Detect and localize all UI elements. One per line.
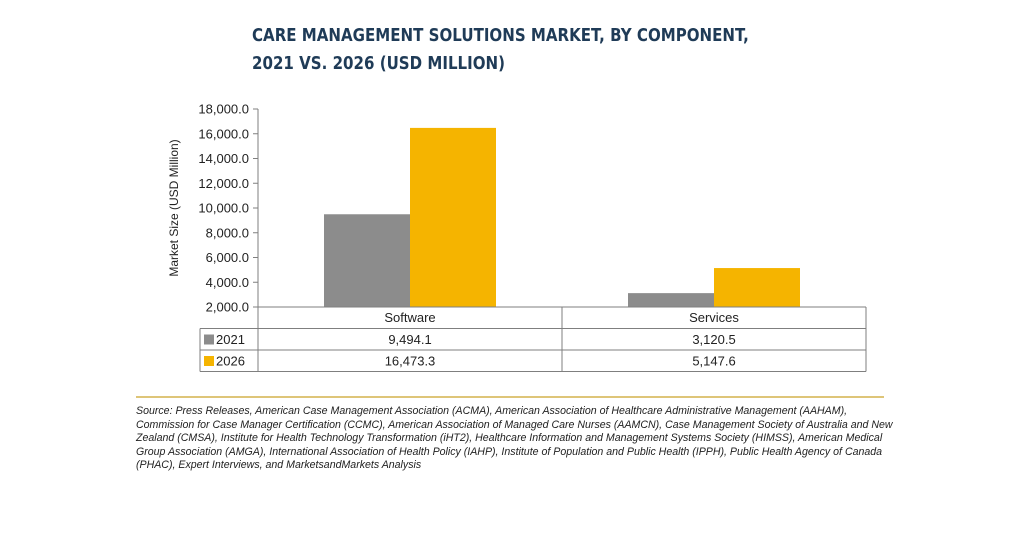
category-label: Software xyxy=(384,310,435,325)
bar-services-2026 xyxy=(714,268,800,307)
bar-services-2021 xyxy=(628,293,714,307)
y-tick-label: 12,000.0 xyxy=(198,176,249,191)
bar-chart: 2,000.0 4,000.0 6,000.0 8,000.0 10,000.0 12,0… xyxy=(136,102,884,398)
y-tick-label: 4,000.0 xyxy=(206,275,249,290)
y-tick-label: 16,000.0 xyxy=(198,126,249,141)
y-tick-label: 2,000.0 xyxy=(206,300,249,315)
data-label: 5,147.6 xyxy=(692,354,735,369)
bar-software-2021 xyxy=(324,214,410,307)
y-axis-label: Market Size (USD Million) xyxy=(167,139,181,276)
data-label: 9,494.1 xyxy=(388,332,431,347)
y-tick-label: 8,000.0 xyxy=(206,225,249,240)
category-label: Services xyxy=(689,310,739,325)
chart-title-line-2: 2021 VS. 2026 (USD MILLION) xyxy=(252,54,506,74)
y-tick-label: 14,000.0 xyxy=(198,151,249,166)
data-label: 16,473.3 xyxy=(385,354,436,369)
y-tick-label: 18,000.0 xyxy=(198,102,249,117)
legend-swatch-2026 xyxy=(204,356,214,366)
y-tick-label: 10,000.0 xyxy=(198,201,249,216)
data-label: 3,120.5 xyxy=(692,332,735,347)
bar-software-2026 xyxy=(410,127,496,307)
y-tick-label: 6,000.0 xyxy=(206,250,249,265)
source-note: Source: Press Releases, American Case Ma… xyxy=(136,405,893,471)
legend-label: 2021 xyxy=(216,332,245,347)
chart-title-line-1: CARE MANAGEMENT SOLUTIONS MARKET, BY COM… xyxy=(252,26,749,46)
chart-title: CARE MANAGEMENT SOLUTIONS MARKET, BY COM… xyxy=(252,22,749,78)
legend-label: 2026 xyxy=(216,354,245,369)
legend-swatch-2021 xyxy=(204,334,214,345)
